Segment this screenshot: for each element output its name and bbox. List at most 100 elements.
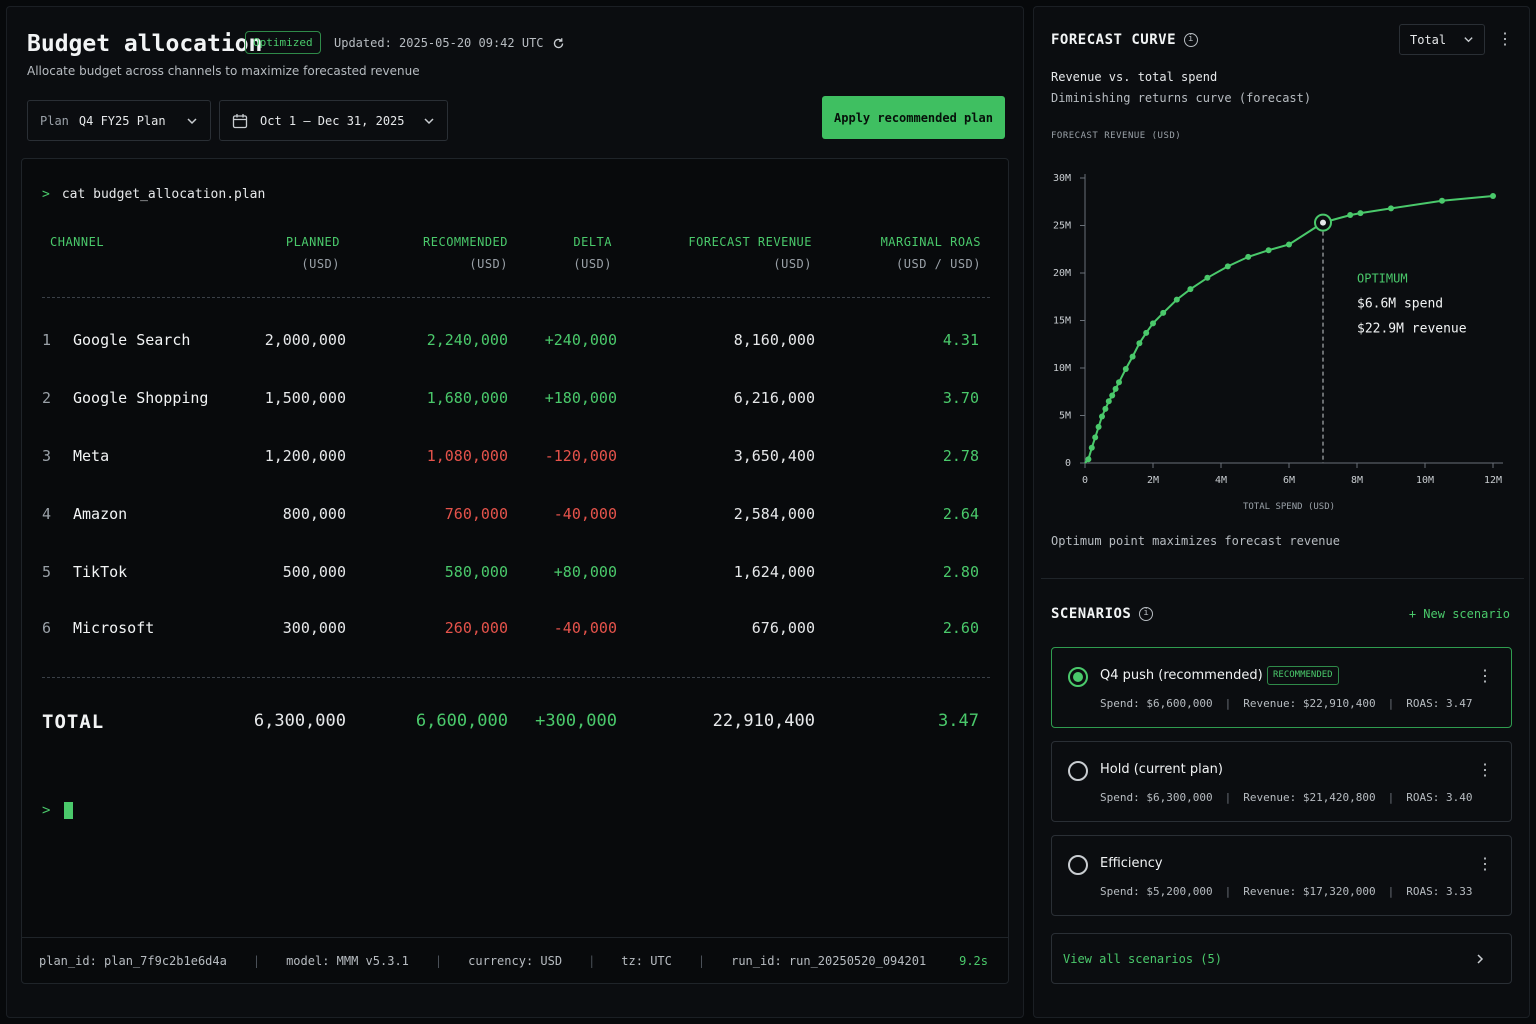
data-point [1092,434,1099,441]
recommended-value: 2,240,000 [426,331,508,349]
scenarios-heading: SCENARIOS i [1051,606,1154,622]
forecast-value: 6,216,000 [733,389,815,407]
scenario-metrics: Spend: $6,600,000 | Revenue: $22,910,400 | R… [1100,697,1473,710]
terminal-footer: plan_id: plan_7f9c2b1e6d4a | model: MMM v… [22,937,1008,983]
scenario-roas: ROAS: 3.33 [1406,885,1473,898]
recommended-value: 1,680,000 [426,389,508,407]
divider [1041,578,1524,579]
scenario-card[interactable]: Q4 push (recommended) RECOMMENDED Spend: $… [1051,647,1512,728]
data-point [1095,423,1102,430]
budget-panel: Budget allocation Optimized Updated: 202… [6,6,1024,1018]
channel-name: Google Search [73,331,191,349]
new-scenario-button[interactable]: + New scenario [1408,607,1510,621]
data-point [1490,193,1496,200]
table-row: 2 Google Shopping 1,500,000 1,680,000 +180,0… [22,389,1010,413]
page-subtitle: Allocate budget across channels to maxim… [27,64,420,78]
total-recommended: 6,600,000 [415,711,508,731]
forecast-value: 3,650,400 [733,447,815,465]
data-point [1439,197,1445,204]
refresh-icon[interactable] [552,37,565,50]
scenario-card[interactable]: Hold (current plan) Spend: $6,300,000 | Rev… [1051,741,1512,822]
run-id: run_id: run_20250520_094201 [731,953,927,968]
chevron-down-icon [1464,37,1473,43]
view-all-label: View all scenarios (5) [1063,951,1222,966]
apply-recommended-plan-button[interactable]: Apply recommended plan [822,96,1005,139]
chevron-right-icon [1477,953,1484,964]
data-point [1112,385,1119,392]
info-icon[interactable]: i [1139,607,1154,621]
table-row: 3 Meta 1,200,000 1,080,000 -120,000 3,650,400… [22,447,1010,471]
planned-value: 2,000,000 [264,331,346,349]
data-point [1224,263,1231,270]
terminal-command: > cat budget_allocation.plan [42,187,265,202]
optimum-label: OPTIMUM [1357,272,1408,286]
channel-name: Microsoft [73,619,155,637]
data-point [1150,320,1156,327]
data-point [1173,296,1180,303]
date-range-select[interactable]: Oct 1 – Dec 31, 2025 [219,100,448,141]
data-point [1187,286,1194,293]
recommended-badge: RECOMMENDED [1267,666,1339,685]
series-select[interactable]: Total [1399,24,1485,55]
col-header-delta: DELTA (USD) [573,235,612,271]
terminal-output: > cat budget_allocation.plan CHANNEL PLAN… [21,158,1009,984]
plan-select[interactable]: Plan Q4 FY25 Plan [27,100,211,141]
scenario-roas: ROAS: 3.47 [1406,697,1473,710]
view-all-scenarios-button[interactable]: View all scenarios (5) [1051,933,1512,984]
scenario-roas: ROAS: 3.40 [1406,791,1473,804]
data-point [1357,210,1364,217]
scenario-radio[interactable] [1068,667,1088,687]
scenario-metrics: Spend: $5,200,000 | Revenue: $17,320,000 | R… [1100,885,1473,898]
optimum-spend: $6.6M spend [1357,297,1443,312]
delta-value: -40,000 [553,619,617,637]
total-row: TOTAL 6,300,000 6,600,000 +300,000 22,91… [22,711,1010,735]
data-point [1265,247,1272,254]
info-icon[interactable]: i [1184,33,1199,47]
scenario-name: Q4 push (recommended) [1100,668,1263,683]
table-row: 5 TikTok 500,000 580,000 +80,000 1,624,000 2.8… [22,563,1010,587]
row-index: 3 [42,447,52,465]
scenario-revenue: Revenue: $21,420,800 [1243,791,1376,804]
col-header-channel: CHANNEL [50,235,105,249]
forecast-value: 676,000 [751,619,815,637]
y-tick-label: 0 [1065,458,1071,469]
currency-info: currency: USD [468,953,563,968]
col-header-forecast-revenue: FORECAST REVENUE (USD) [688,235,812,271]
data-point [1204,274,1211,281]
optimum-revenue: $22.9M revenue [1357,322,1467,337]
channel-name: Meta [73,447,110,465]
y-tick-label: 10M [1053,363,1071,374]
scenario-card[interactable]: Efficiency Spend: $5,200,000 | Revenue: $17… [1051,835,1512,916]
data-point [1245,253,1252,260]
delta-value: +240,000 [544,331,617,349]
chart-caption: Optimum point maximizes forecast revenue [1051,534,1340,548]
x-tick-label: 8M [1351,475,1363,486]
page-title: Budget allocation [27,31,263,57]
scenario-radio[interactable] [1068,855,1088,875]
more-options-icon[interactable]: ⋮ [1477,760,1493,779]
planned-value: 1,200,000 [264,447,346,465]
scenario-spend: Spend: $6,300,000 [1100,791,1213,804]
roas-value: 2.78 [942,447,979,465]
more-options-icon[interactable]: ⋮ [1477,854,1493,873]
data-point [1109,392,1116,399]
scenario-radio[interactable] [1068,761,1088,781]
scenario-spend: Spend: $6,600,000 [1100,697,1213,710]
forecast-value: 2,584,000 [733,505,815,523]
x-tick-label: 2M [1147,475,1159,486]
scenario-metrics: Spend: $6,300,000 | Revenue: $21,420,800 | R… [1100,791,1473,804]
run-duration: 9.2s [959,953,988,968]
scenario-revenue: Revenue: $22,910,400 [1243,697,1376,710]
data-point [1129,353,1136,360]
more-options-icon[interactable]: ⋮ [1497,29,1513,48]
data-point [1143,329,1150,336]
command-text: cat budget_allocation.plan [61,187,266,202]
data-point [1160,309,1167,316]
terminal-prompt[interactable]: > [42,802,74,819]
plan-select-value: Q4 FY25 Plan [78,113,166,128]
more-options-icon[interactable]: ⋮ [1477,666,1493,685]
roas-value: 2.80 [942,563,979,581]
scenario-name: Efficiency [1100,856,1163,871]
y-tick-label: 20M [1053,268,1071,279]
table-row: 4 Amazon 800,000 760,000 -40,000 2,584,000 2.6… [22,505,1010,529]
